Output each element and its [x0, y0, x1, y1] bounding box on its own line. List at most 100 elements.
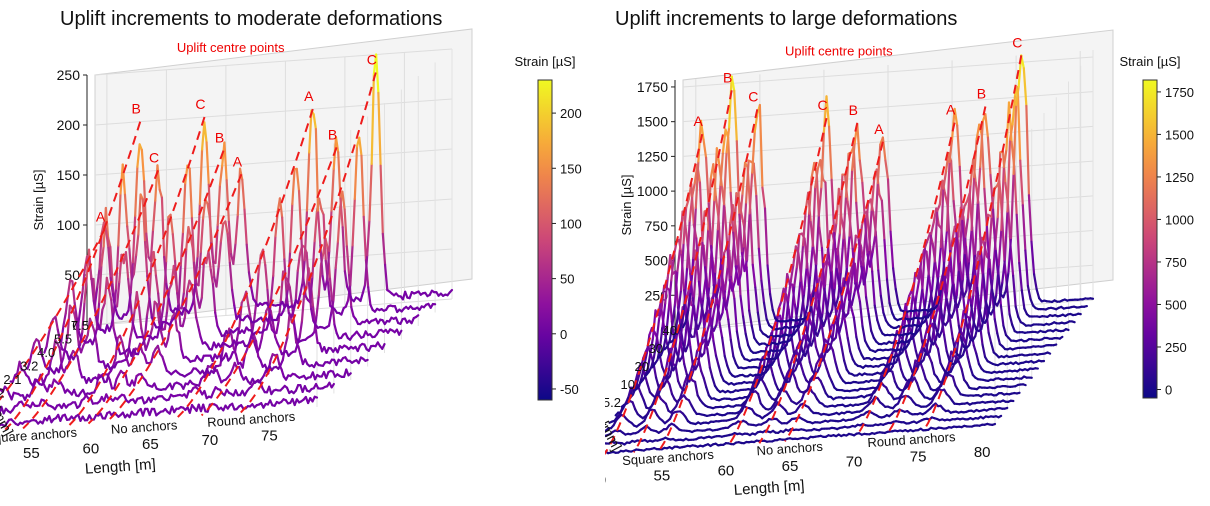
strain-profile-segment	[275, 319, 280, 335]
strain-profile-segment	[1046, 351, 1052, 355]
strain-profile-segment	[148, 297, 153, 319]
strain-profile-segment	[297, 189, 303, 237]
strain-profile-segment	[726, 364, 731, 374]
strain-profile-segment	[185, 225, 190, 251]
strain-profile-segment	[283, 336, 289, 348]
y-tick-label: 40	[663, 323, 677, 338]
strain-profile-segment	[756, 362, 762, 380]
strain-profile-segment	[760, 279, 766, 304]
centre-point-trace	[727, 117, 828, 447]
gridline	[94, 48, 453, 76]
z-tick-label: 1000	[637, 183, 668, 199]
strain-profile-segment	[672, 329, 677, 342]
strain-profile-segment	[1007, 236, 1013, 274]
strain-profile-segment	[950, 309, 956, 319]
x-tick-label: 65	[782, 458, 799, 475]
strain-profile-segment	[857, 347, 863, 356]
strain-profile-segment	[931, 260, 936, 291]
strain-profile-segment	[956, 297, 962, 309]
strain-profile-segment	[691, 181, 696, 198]
strain-profile-segment	[739, 294, 745, 318]
strain-profile-segment	[141, 407, 147, 417]
strain-profile-segment	[687, 327, 692, 346]
strain-profile-segment	[343, 270, 349, 288]
strain-profile-segment	[302, 278, 307, 298]
strain-profile-segment	[806, 274, 812, 306]
centre-point-label: B	[849, 102, 858, 118]
strain-profile-segment	[181, 316, 187, 328]
strain-profile-segment	[719, 150, 725, 187]
strain-profile-segment	[897, 302, 902, 312]
strain-profile-segment	[868, 251, 874, 268]
strain-profile-segment	[1009, 172, 1015, 240]
region-label: Round anchors	[207, 409, 296, 430]
strain-profile-segment	[167, 297, 172, 311]
strain-profile-segment	[1025, 104, 1031, 197]
colorbar-tick-label: 1500	[1165, 127, 1194, 142]
strain-profile-segment	[814, 345, 820, 357]
strain-profile-segment	[748, 309, 753, 327]
colorbar-tick-label: 50	[560, 272, 574, 287]
strain-profile-segment	[724, 265, 729, 291]
strain-profile-segment	[341, 226, 346, 273]
strain-profile-segment	[886, 178, 892, 233]
strain-profile-segment	[942, 333, 948, 352]
strain-profile-segment	[57, 363, 63, 374]
region-label: Square anchors	[0, 425, 78, 446]
strain-profile-segment	[723, 354, 729, 367]
strain-profile-segment	[135, 290, 141, 309]
strain-profile-segment	[1070, 320, 1076, 324]
strain-profile-segment	[332, 266, 337, 302]
strain-profile-segment	[934, 275, 940, 298]
strain-profile-segment	[1016, 85, 1022, 162]
strain-profile-segment	[152, 250, 158, 277]
strain-profile-segment	[674, 364, 680, 383]
strain-profile-segment	[707, 202, 713, 248]
strain-profile-segment	[949, 159, 955, 203]
strain-profile-segment	[837, 331, 843, 348]
strain-profile-segment	[935, 297, 941, 308]
centre-point-label: A	[694, 113, 704, 129]
strain-profile-segment	[809, 320, 814, 343]
strain-profile-segment	[972, 344, 978, 355]
strain-profile-segment	[936, 203, 941, 213]
strain-profile-segment	[762, 301, 768, 320]
strain-profile-segment	[1005, 285, 1011, 316]
strain-profile-segment	[54, 315, 59, 331]
strain-profile-segment	[951, 284, 957, 304]
strain-profile-segment	[160, 196, 166, 259]
strain-profile-segment	[702, 138, 708, 159]
strain-profile-segment	[820, 246, 826, 290]
z-axis-label: Strain [µS]	[619, 175, 634, 236]
strain-profile-segment	[278, 197, 284, 219]
strain-profile-segment	[842, 195, 848, 240]
strain-profile-segment	[290, 304, 296, 326]
centre-point-trace	[4, 121, 142, 431]
strain-profile-segment	[251, 336, 257, 347]
strain-profile-segment	[697, 280, 703, 307]
strain-profile-segment	[765, 317, 771, 327]
strain-profile-segment	[932, 295, 937, 309]
strain-profile-segment	[980, 236, 986, 247]
strain-profile-segment	[987, 215, 993, 257]
strain-profile-segment	[45, 332, 50, 348]
strain-profile-segment	[856, 123, 861, 162]
strain-profile-segment	[1008, 313, 1014, 326]
strain-profile-segment	[758, 103, 764, 189]
strain-profile-segment	[991, 208, 997, 253]
strain-profile-segment	[241, 178, 246, 211]
strain-profile-segment	[723, 206, 729, 245]
strain-profile-segment	[708, 366, 714, 379]
strain-profile-segment	[110, 310, 115, 327]
strain-profile-segment	[691, 297, 697, 322]
z-tick-label: 750	[645, 218, 669, 234]
strain-profile-segment	[817, 299, 823, 319]
strain-profile-segment	[144, 342, 150, 351]
strain-profile-segment	[678, 390, 684, 401]
strain-profile-segment	[986, 136, 992, 177]
colorbar-tick-label: 250	[1165, 340, 1187, 355]
strain-profile-segment	[805, 212, 811, 269]
strain-profile-segment	[631, 401, 637, 411]
strain-profile-segment	[727, 136, 732, 194]
strain-profile-segment	[90, 277, 95, 302]
